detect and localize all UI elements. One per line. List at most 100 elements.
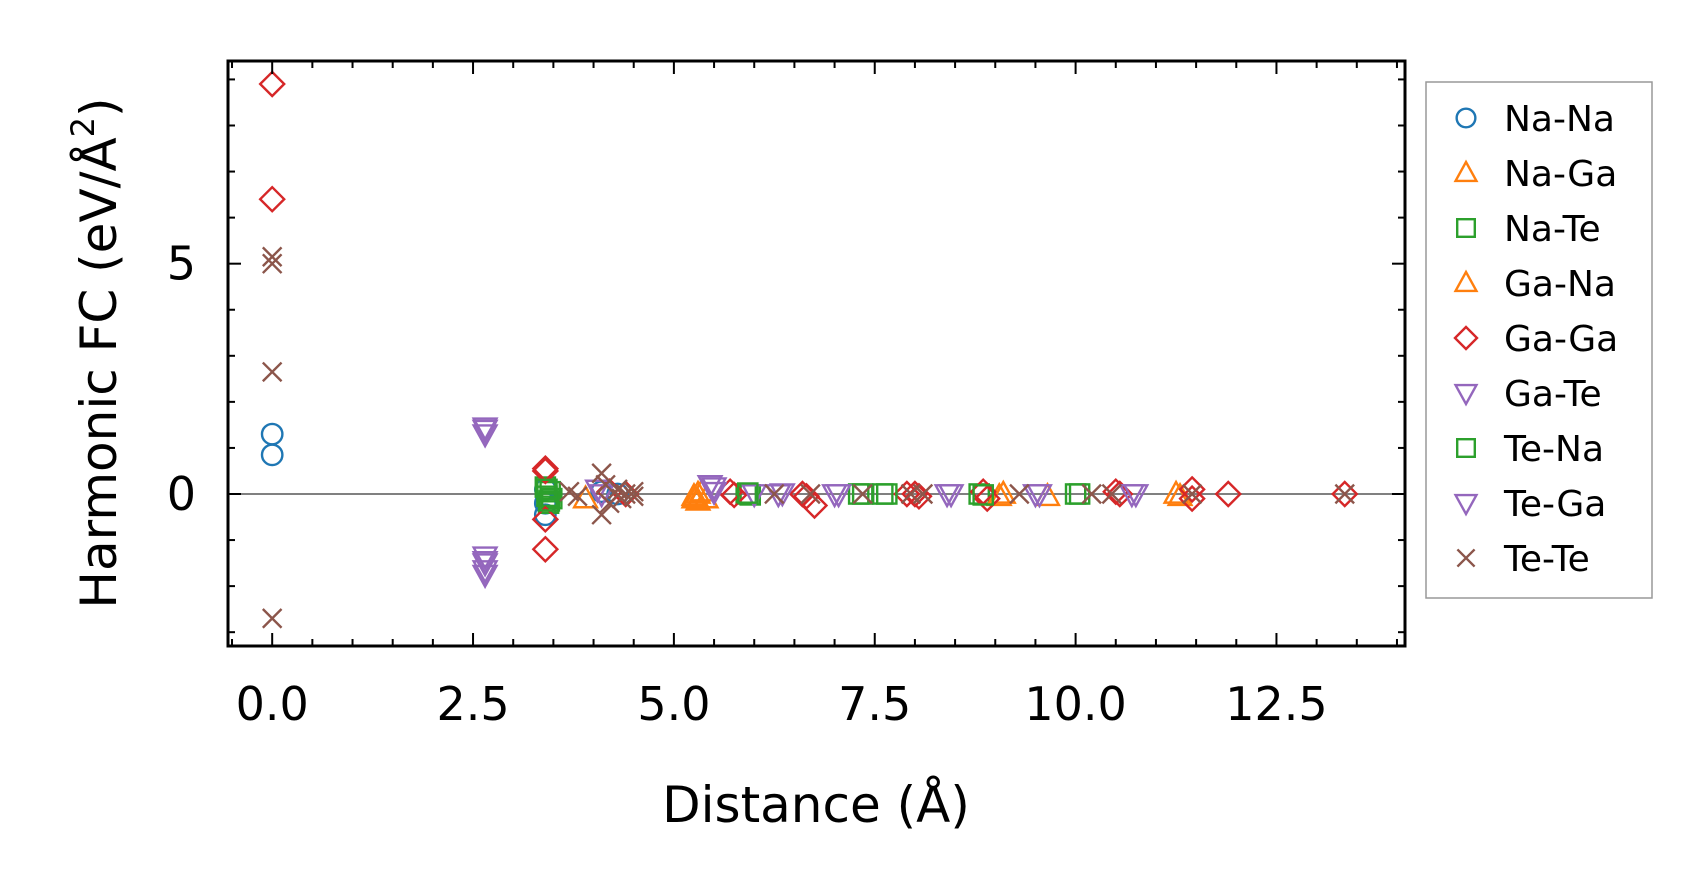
legend-marker-te-na [1455,438,1476,459]
legend-label: Ga-Te [1504,374,1602,415]
y-axis-label-suffix: ) [70,97,128,117]
data-point-te-te [1334,483,1355,505]
data-point-ga-te [700,481,728,507]
data-point-te-ga [471,560,499,585]
series-te-na [536,478,1091,512]
legend-label: Na-Te [1504,209,1601,250]
x-tick-label: 10.0 [1024,677,1126,731]
data-point-ga-na [680,484,708,509]
legend: Na-Na Na-Ga Na-Te Ga-Na Ga-Ga Ga-Te Te-Na Te-Ga… [1425,81,1653,599]
y-axis-label: Harmonic FC (eV/Å2) [64,97,128,608]
data-point-ga-ga [258,185,286,213]
legend-label: Ga-Ga [1504,319,1618,360]
data-point-te-te [595,474,616,495]
x-tick-label: 7.5 [838,677,911,731]
data-point-te-na [538,490,561,512]
y-tick-label: 0 [167,467,196,521]
data-point-na-na [533,503,557,527]
legend-marker-na-te [1455,217,1476,238]
x-axis-label: Distance (Å) [662,776,970,834]
legend-marker-na-ga [1453,159,1479,183]
data-point-te-ga [700,477,728,502]
data-point-na-ga [572,484,599,509]
data-point-te-te [623,486,644,507]
legend-marker-ga-ga [1453,325,1479,351]
x-tick-label: 2.5 [436,677,509,731]
data-point-ga-ga [973,484,1001,513]
y-tick-label: 5 [167,237,196,291]
y-axis-label-superscript: 2 [64,117,102,137]
data-point-te-te [615,483,636,505]
legend-marker-ga-te [1453,383,1479,407]
data-point-te-te [1101,483,1122,505]
legend-marker-te-ga [1453,493,1479,517]
data-point-te-te [1081,483,1102,505]
data-point-te-ga [1122,484,1150,509]
data-point-ga-ga [720,481,748,509]
series-te-te [261,246,1355,629]
data-point-na-na [260,443,284,467]
legend-entry-te-na: Te-Na [1455,429,1604,470]
data-point-ga-ga [1178,484,1206,513]
legend-label: Na-Na [1504,99,1615,140]
data-point-te-na [536,478,558,501]
data-point-ga-te [584,479,612,504]
x-tick-labels: 0.0 2.5 5.0 7.5 10.0 12.5 [236,677,1328,731]
legend-marker-na-na [1455,107,1477,129]
legend-label: Te-Te [1503,539,1590,580]
data-point-te-te [800,483,821,505]
data-point-te-ga [588,484,616,509]
x-tick-label: 0.0 [236,677,309,731]
data-point-ga-te [471,564,499,590]
data-point-ga-te [471,424,499,449]
data-point-te-te [261,361,283,383]
legend-label: Te-Ga [1503,484,1606,525]
legend-entries: Na-Na Na-Ga Na-Te Ga-Na Ga-Ga Ga-Te Te-Na Te-Ga… [1453,99,1618,580]
data-point-ga-ga [531,505,560,534]
data-point-te-te [764,483,785,505]
data-point-te-ga [471,419,499,444]
legend-marker-ga-na [1453,269,1479,293]
data-point-te-te [591,463,612,484]
data-point-te-te [261,253,283,274]
data-point-te-ga [937,484,965,509]
data-point-te-ga [1021,484,1049,509]
y-tick-labels: 05 [167,237,196,521]
data-point-na-ga [989,479,1017,504]
data-point-ga-ga [531,457,560,485]
legend-entry-na-na: Na-Na [1455,99,1615,140]
legend-entry-te-ga: Te-Ga [1453,484,1606,525]
ticks-layer [228,61,1405,646]
data-point-te-te [261,246,283,267]
data-point-te-te [567,486,588,507]
x-tick-label: 12.5 [1225,677,1327,731]
data-point-ga-te [471,546,499,571]
data-point-ga-ga [531,535,560,563]
data-point-te-na [1068,483,1091,505]
legend-entry-ga-na: Ga-Na [1453,264,1616,305]
data-point-ga-ga [258,70,286,98]
data-point-te-te [1009,483,1030,505]
data-point-te-na [875,483,898,505]
legend-label: Te-Na [1503,429,1604,470]
data-point-te-te [912,483,934,505]
data-point-te-te [623,481,644,502]
plot-frame [226,59,1407,648]
legend-entry-na-te: Na-Te [1455,209,1601,250]
data-point-te-na [972,484,995,506]
data-point-ga-na [684,479,712,504]
x-tick-label: 5.0 [637,677,710,731]
data-points-layer [258,70,1359,629]
data-point-ga-te [740,484,768,509]
data-point-te-te [261,608,283,629]
data-point-ga-ga [1102,477,1130,506]
legend-label: Ga-Na [1504,264,1616,305]
data-point-te-te [599,492,620,514]
legend-entry-ga-te: Ga-Te [1453,374,1602,415]
data-point-te-te [1181,483,1203,505]
data-point-te-te [591,504,612,525]
legend-marker-te-te [1456,548,1476,568]
data-point-ga-ga [1214,480,1242,508]
